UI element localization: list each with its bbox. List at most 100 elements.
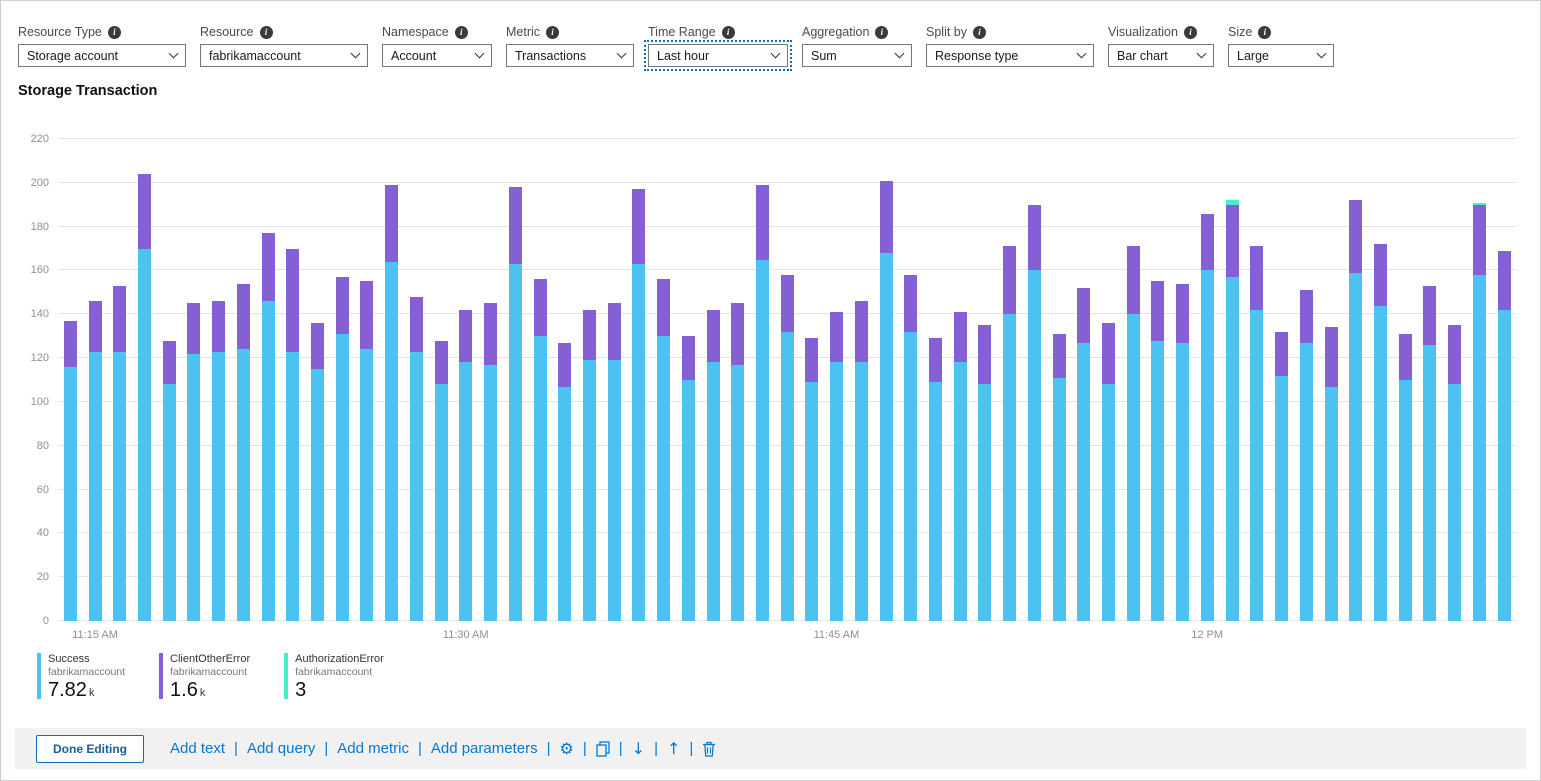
bar[interactable] [849,139,874,621]
trash-icon[interactable] [702,741,716,757]
bar[interactable] [775,139,800,621]
add-text-link[interactable]: Add text [170,740,226,757]
aggregation-select[interactable]: Sum [802,44,912,67]
bar[interactable] [404,139,429,621]
bar-segment-success [731,364,745,621]
bar[interactable] [800,139,825,621]
bar[interactable] [1121,139,1146,621]
legend-swatch [284,653,289,699]
bar[interactable] [577,139,602,621]
bar[interactable] [157,139,182,621]
bar[interactable] [750,139,775,621]
move-up-icon[interactable]: ↑ [666,738,681,758]
bar[interactable] [602,139,627,621]
bar[interactable] [83,139,108,621]
namespace-select[interactable]: Account [382,44,492,67]
info-icon[interactable] [875,25,889,39]
bar[interactable] [1047,139,1072,621]
split-by-select[interactable]: Response type [926,44,1094,67]
info-icon[interactable] [259,25,273,39]
bar[interactable] [1170,139,1195,621]
bar[interactable] [1467,139,1492,621]
bar[interactable] [528,139,553,621]
bar[interactable] [305,139,330,621]
bar[interactable] [478,139,503,621]
bar[interactable] [1071,139,1096,621]
visualization-select[interactable]: Bar chart [1108,44,1214,67]
bar[interactable] [206,139,231,621]
bar[interactable] [231,139,256,621]
bar[interactable] [552,139,577,621]
legend-item-success[interactable]: Success fabrikamaccount 7.82 k [37,653,125,704]
bar[interactable] [898,139,923,621]
bar[interactable] [997,139,1022,621]
y-axis-tick-label: 120 [30,352,49,365]
bar-segment-success [1151,340,1165,621]
bar[interactable] [256,139,281,621]
bar[interactable] [182,139,207,621]
bar[interactable] [1245,139,1270,621]
move-down-icon[interactable]: ↓ [631,738,646,758]
bar[interactable] [1442,139,1467,621]
gear-icon[interactable]: ⚙ [559,738,574,758]
bar[interactable] [824,139,849,621]
bar[interactable] [379,139,404,621]
info-icon[interactable] [107,25,121,39]
bar[interactable] [280,139,305,621]
bar[interactable] [1418,139,1443,621]
bar[interactable] [1343,139,1368,621]
bar[interactable] [627,139,652,621]
bar[interactable] [355,139,380,621]
bar[interactable] [107,139,132,621]
bar[interactable] [1393,139,1418,621]
bar[interactable] [503,139,528,621]
bar[interactable] [676,139,701,621]
bar[interactable] [330,139,355,621]
add-query-link[interactable]: Add query [246,740,316,757]
bar[interactable] [725,139,750,621]
bar-segment-clientothererror [1275,331,1289,376]
bar[interactable] [429,139,454,621]
bar[interactable] [1220,139,1245,621]
bar[interactable] [1022,139,1047,621]
bar[interactable] [1096,139,1121,621]
bar[interactable] [454,139,479,621]
info-icon[interactable] [1183,25,1197,39]
chart-legend: Success fabrikamaccount 7.82 k ClientOthe… [1,651,1540,704]
info-icon[interactable] [973,25,986,39]
bar-segment-success [1176,342,1190,621]
gridline [58,269,1516,271]
info-icon[interactable] [1258,25,1272,39]
legend-item-authorizationerror[interactable]: AuthorizationError fabrikamaccount 3 [284,653,384,704]
bar[interactable] [948,139,973,621]
bar[interactable] [1146,139,1171,621]
bar[interactable] [923,139,948,621]
add-parameters-link[interactable]: Add parameters [430,740,538,757]
info-icon[interactable] [721,25,735,39]
done-editing-button[interactable]: Done Editing [36,734,144,763]
bar[interactable] [874,139,899,621]
bar[interactable] [132,139,157,621]
bar-segment-success [1077,342,1091,621]
metric-select[interactable]: Transactions [506,44,634,67]
info-icon[interactable] [454,25,468,39]
bar[interactable] [1269,139,1294,621]
size-select[interactable]: Large [1228,44,1334,67]
bar[interactable] [1319,139,1344,621]
resource-type-select[interactable]: Storage account [18,44,186,67]
bar[interactable] [58,139,83,621]
resource-select[interactable]: fabrikamaccount [200,44,368,67]
bar[interactable] [1294,139,1319,621]
bar[interactable] [1368,139,1393,621]
bar[interactable] [651,139,676,621]
time-range-select[interactable]: Last hour [644,40,792,71]
bar-segment-success [236,349,250,621]
bar[interactable] [701,139,726,621]
bar[interactable] [973,139,998,621]
legend-item-clientothererror[interactable]: ClientOtherError fabrikamaccount 1.6 k [159,653,250,704]
bar[interactable] [1195,139,1220,621]
bar[interactable] [1492,139,1517,621]
add-metric-link[interactable]: Add metric [337,740,409,757]
copy-icon[interactable] [596,740,610,757]
info-icon[interactable] [546,25,560,39]
